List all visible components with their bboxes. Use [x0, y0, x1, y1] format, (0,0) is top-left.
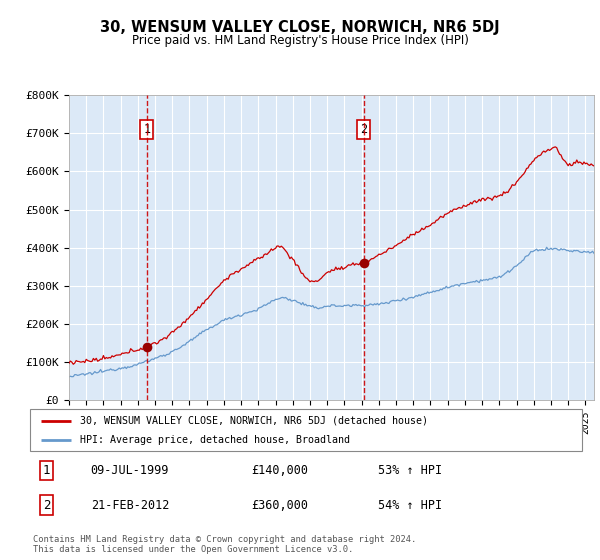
Text: 21-FEB-2012: 21-FEB-2012 — [91, 498, 169, 511]
Text: Contains HM Land Registry data © Crown copyright and database right 2024.
This d: Contains HM Land Registry data © Crown c… — [33, 535, 416, 554]
Text: £360,000: £360,000 — [251, 498, 308, 511]
Text: HPI: Average price, detached house, Broadland: HPI: Average price, detached house, Broa… — [80, 435, 350, 445]
FancyBboxPatch shape — [30, 409, 582, 451]
Text: 09-JUL-1999: 09-JUL-1999 — [91, 464, 169, 477]
Text: Price paid vs. HM Land Registry's House Price Index (HPI): Price paid vs. HM Land Registry's House … — [131, 34, 469, 46]
Text: 2: 2 — [43, 498, 50, 511]
Text: £140,000: £140,000 — [251, 464, 308, 477]
Text: 2: 2 — [360, 123, 367, 136]
Text: 54% ↑ HPI: 54% ↑ HPI — [378, 498, 442, 511]
Text: 30, WENSUM VALLEY CLOSE, NORWICH, NR6 5DJ: 30, WENSUM VALLEY CLOSE, NORWICH, NR6 5D… — [100, 20, 500, 35]
Text: 53% ↑ HPI: 53% ↑ HPI — [378, 464, 442, 477]
Text: 1: 1 — [43, 464, 50, 477]
Text: 30, WENSUM VALLEY CLOSE, NORWICH, NR6 5DJ (detached house): 30, WENSUM VALLEY CLOSE, NORWICH, NR6 5D… — [80, 416, 428, 426]
Text: 1: 1 — [143, 123, 151, 136]
